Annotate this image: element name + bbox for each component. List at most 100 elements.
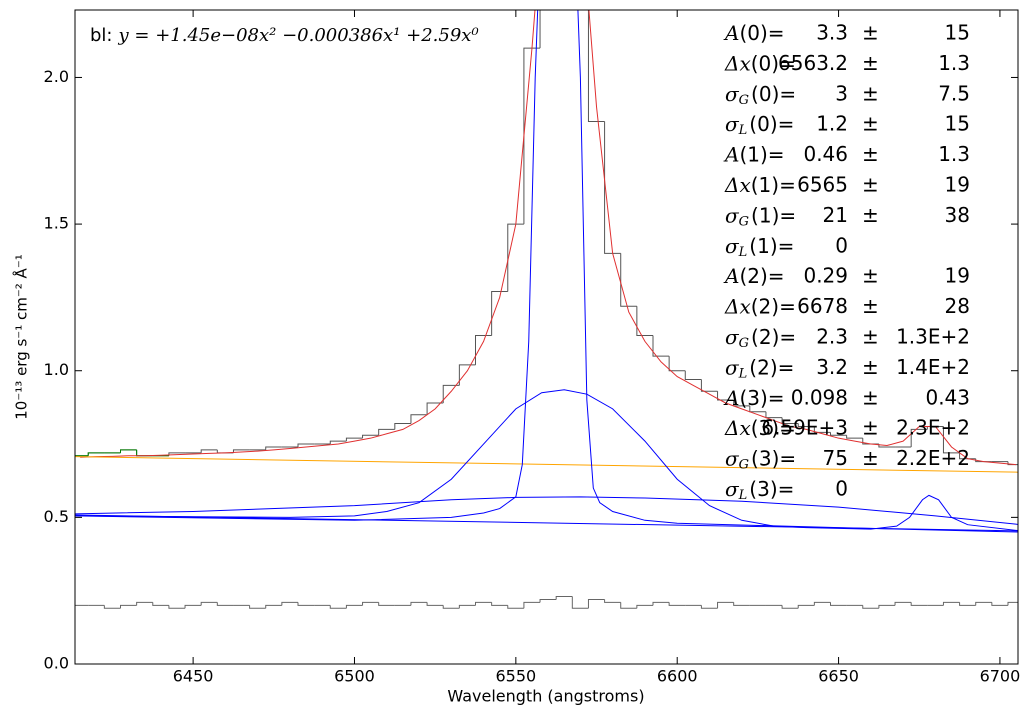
param-error: 2.2E+2 [896,446,970,470]
spectrum-step [329,605,347,609]
spectrum-step [200,601,218,606]
spectrum-step [152,602,169,606]
param-error: 2.3E+2 [896,416,970,440]
param-label: σL (1)= [725,233,794,259]
spectrum-step [587,598,605,609]
x-tick-label: 6700 [980,667,1021,686]
spectrum-step [491,602,508,606]
param-index: (0)= [751,81,796,105]
x-tick-label: 6500 [334,667,375,686]
spectrum-step [700,379,718,392]
param-subscript: L [738,488,748,503]
param-label: σL (0)= [725,112,794,138]
spectrum-step [539,598,557,603]
spectrum-step [942,601,960,606]
param-symbol: σ [725,477,740,501]
spectrum-step [813,601,831,606]
spectrum-step [604,599,621,603]
spectrum-step [797,604,815,609]
param-symbol: A [723,264,739,288]
param-symbol: σ [725,203,740,227]
param-index: (3)= [751,416,796,440]
spectrum-step [265,604,282,609]
param-value: 3 [835,81,848,105]
param-pm: ± [862,142,879,166]
spectrum-step [265,446,282,450]
spectrum-step [523,601,541,609]
spectrum-step [539,10,541,49]
spectrum-step [717,391,734,401]
param-error: 0.43 [925,385,970,409]
spectrum-step [620,602,637,609]
model-curve [75,456,1018,473]
spectrum-step [442,605,460,609]
param-subscript: L [738,244,748,259]
param-value: 75 [823,446,848,470]
param-index: (1)= [749,233,794,257]
x-tick-label: 6450 [173,667,214,686]
param-index: (1)= [751,203,796,227]
param-symbol: σ [725,233,740,257]
spectrum-step [555,596,573,600]
param-value: 6.59E+3 [761,416,848,440]
fit-annotation: bl: y = +1.45e−08x² −0.000386x¹ +2.59x⁰ [90,25,479,46]
param-label: σL (3)= [725,477,794,503]
param-value: 0.46 [803,142,848,166]
model-curve [75,10,1018,533]
param-label: Δx(3)= [724,416,796,440]
spectrum-step [878,604,896,609]
spectrum-step [249,605,266,609]
spectrum-step [297,602,315,606]
spectrum-step [458,604,476,609]
spectrum-step [700,605,718,609]
param-pm: ± [862,325,879,349]
param-symbol: σ [725,81,740,105]
param-error: 15 [945,112,970,136]
spectrum-step [475,335,492,365]
spectrum-step [846,435,863,439]
param-index: (1)= [751,173,796,197]
spectrum-step [668,356,686,372]
param-symbol: Δx [724,173,751,197]
param-label: σG (0)= [725,81,796,107]
param-symbol: Δx [724,294,751,318]
param-pm: ± [862,112,879,136]
spectrum-step [636,306,653,337]
y-tick-label: 2.0 [44,67,69,86]
model-curve [75,496,1018,525]
spectrum-step [959,602,976,606]
param-label: A(3)= [723,385,785,409]
x-tick-label: 6650 [818,667,859,686]
param-label: σG (2)= [725,325,796,351]
spectrum-step [604,121,621,254]
spectrum-step [232,449,250,453]
plot-area [75,10,1018,609]
param-symbol: Δx [724,416,751,440]
param-error: 19 [945,173,970,197]
y-tick-label: 0.0 [44,654,69,673]
x-axis-label: Wavelength (angstroms) [447,687,644,706]
param-subscript: G [739,92,749,107]
param-pm: ± [862,446,879,470]
spectrum-step [378,428,395,436]
spectrum-step [652,601,670,606]
spectrum-step [120,449,137,453]
param-index: (1)= [739,142,784,166]
param-index: (2)= [739,264,784,288]
param-pm: ± [862,21,879,45]
param-value: 0.29 [803,264,848,288]
spectrum-step [103,605,121,609]
spectrum-step [458,364,476,386]
spectrum-step [910,602,928,606]
spectrum-step [87,452,105,456]
spectrum-step [442,384,460,403]
param-subscript: L [738,123,748,138]
spectrum-step [410,601,428,606]
spectrum-step [136,601,153,606]
param-error: 19 [945,264,970,288]
spectrum-step [426,402,444,415]
param-value: 0.098 [791,385,848,409]
param-error: 1.4E+2 [896,355,970,379]
param-symbol: A [723,385,739,409]
